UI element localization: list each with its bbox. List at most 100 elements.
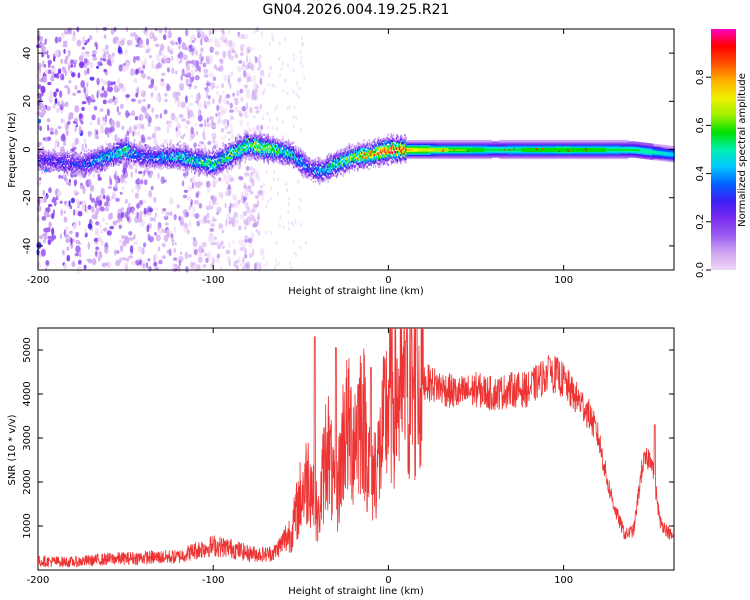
spectrogram-cell [117,213,123,220]
spectrogram-cell [325,159,327,162]
spectrogram-cell [316,167,318,170]
spectrogram-cell [81,46,85,50]
spectrogram-cell [91,149,93,152]
spectrogram-cell [156,144,158,147]
spectrogram-cell [325,168,327,172]
spectrogram-cell [103,157,105,160]
spectrogram-cell [244,152,246,156]
spectrogram-cell [64,177,68,183]
spectrogram-cell [244,111,249,119]
spectrogram-cell [39,168,41,171]
spectrogram-cell [142,148,144,151]
spectrogram-cell [112,151,114,155]
spectrogram-cell [128,159,131,162]
spectrogram-cell [250,138,253,141]
spectrogram-cell [265,148,267,152]
spectrogram-cell [264,138,266,142]
spectrogram-cell [82,159,84,162]
spectrogram-cell [216,164,218,167]
spectrogram-cell [283,163,285,166]
spectrogram-cell [111,149,113,152]
spectrogram-cell [223,159,225,163]
spectrogram-cell [286,160,288,163]
spectrogram-cell [322,177,324,180]
spectrogram-cell [119,191,123,195]
spectrogram-cell [224,166,226,169]
spectrogram-cell [210,160,213,163]
spectrogram-cell [281,149,283,153]
spectrogram-cell [298,169,300,172]
spectrogram-cell [166,125,170,134]
spectrogram-cell [241,64,247,72]
spectrogram-cell [173,161,175,165]
spectrogram-cell [259,137,261,141]
spectrogram-cell [91,169,93,172]
spectrogram-cell [209,172,212,176]
spectrogram-cell [231,58,234,62]
spectrogram-cell [122,142,124,145]
spectrogram-cell [102,227,108,232]
spectrogram-cell [89,193,92,201]
spectrogram-cell [187,164,190,167]
spectrogram-cell [39,156,41,159]
spectrogram-cell [182,146,184,150]
spectrogram-cell [304,158,306,162]
spectrogram-cell [275,159,277,162]
spectrogram-cell [182,194,187,199]
spectrogram-cell [297,94,300,99]
spectrogram-cell [45,161,48,164]
spectrogram-cell [124,152,127,156]
spectrogram-cell [115,120,121,128]
spectrogram-cell [201,164,203,167]
spectrogram-cell [177,159,179,162]
spectrogram-cell [60,154,62,158]
spectrogram-cell [125,94,130,98]
spectrogram-cell [143,149,145,152]
spectrogram-cell [250,148,253,151]
spectrogram-cell [342,152,344,155]
spectrogram-cell [198,153,200,157]
spectrogram-cell [150,92,154,97]
spectrogram-cell [104,147,107,150]
spectrogram-cell [96,162,98,165]
spectrogram-cell [263,159,265,162]
spectrogram-cell [85,51,90,55]
spectrogram-cell [44,166,47,169]
spectrogram-cell [205,257,209,263]
spectrogram-cell [299,159,301,163]
spectrogram-cell [73,151,75,155]
spectrogram-cell [326,157,328,161]
spectrogram-cell [321,171,323,175]
spectrogram-cell [118,147,120,151]
spectrogram-cell [128,144,131,147]
spectrogram-cell [140,165,142,168]
spectrogram-cell [279,143,281,147]
spectrogram-cell [191,167,194,171]
spectrogram-cell [56,164,58,167]
spectrogram-cell [331,167,334,171]
spectrogram-cell [40,161,42,165]
spectrogram-cell [46,54,50,59]
spectrogram-cell [268,141,271,144]
spectrogram-cell [87,204,92,210]
spectrogram-cell [187,168,190,171]
spectrogram-cell [124,154,127,157]
spectrogram-cell [104,152,107,156]
spectrogram-cell [200,154,202,157]
spectrogram-cell [42,150,45,154]
spectrogram-cell [152,34,155,39]
spectrogram-cell [181,159,183,162]
spectrogram-cell [309,167,312,170]
spectrogram-cell [51,151,53,155]
spectrogram-cell [107,143,110,146]
spectrogram-cell [205,171,207,174]
spectrogram-cell [160,155,162,158]
spectrogram-cell [148,84,154,89]
spectrogram-cell [143,152,145,155]
spectrogram-cell [261,193,264,198]
spectrogram-cell [79,252,82,258]
spectrogram-cell [188,150,191,154]
spectrogram-cell [338,152,340,156]
spectrogram-cell [247,237,253,244]
spectrogram-cell [259,189,263,195]
